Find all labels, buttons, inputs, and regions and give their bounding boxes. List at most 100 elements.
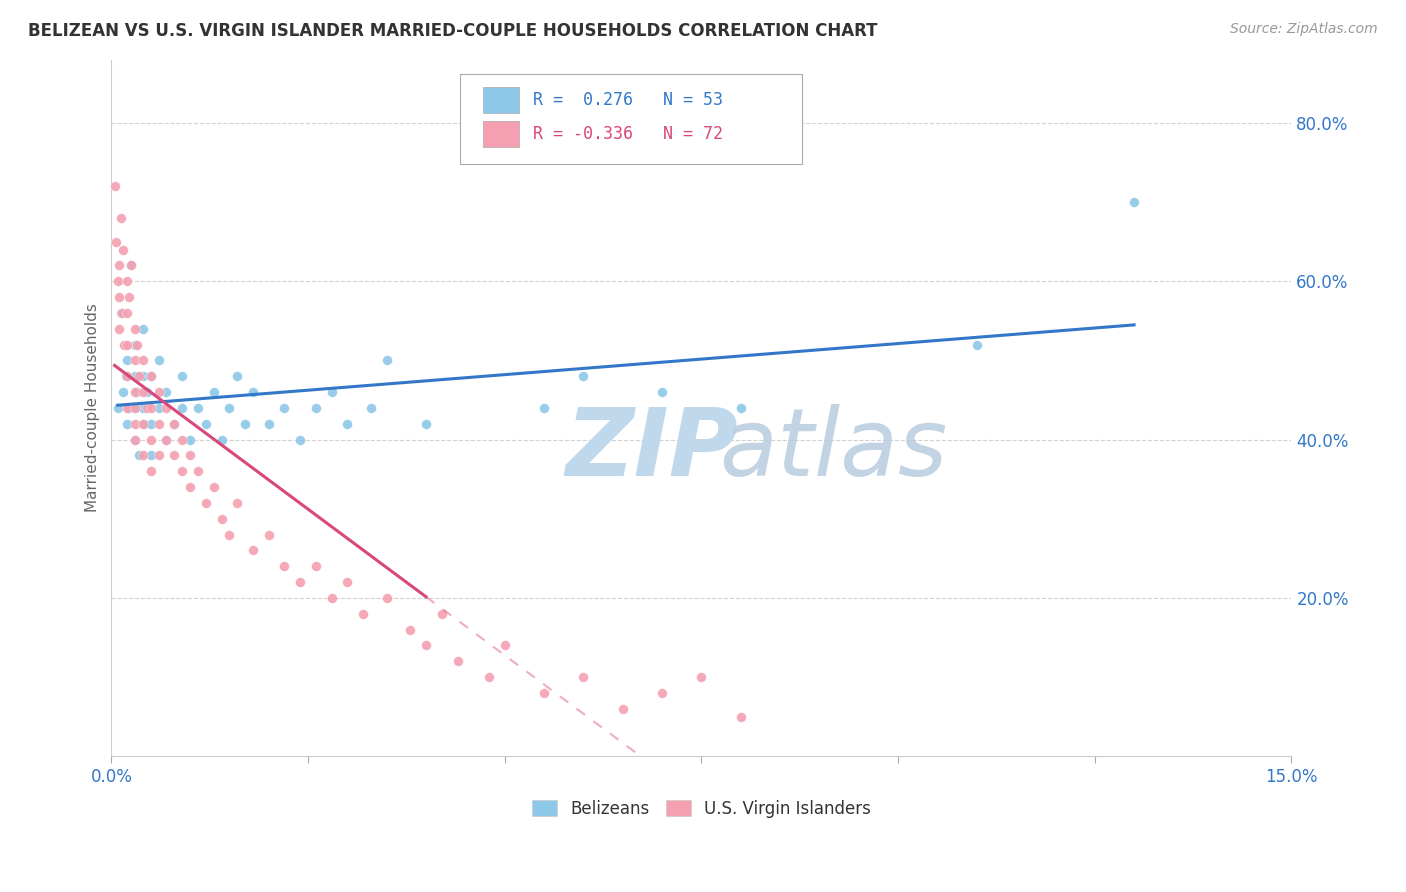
Point (305, 559, 328, 574)
Point (124, 353, 146, 368)
Point (132, 417, 155, 431)
Point (533, 401, 555, 415)
Point (112, 337, 135, 351)
Point (336, 417, 359, 431)
Point (114, 369, 136, 384)
Point (446, 654, 468, 668)
Point (273, 401, 295, 415)
Point (730, 401, 752, 415)
Point (128, 369, 150, 384)
Point (305, 401, 328, 415)
Point (135, 385, 157, 400)
Point (360, 401, 382, 415)
FancyBboxPatch shape (460, 73, 801, 164)
Point (148, 353, 170, 368)
Point (494, 639, 516, 653)
Point (179, 449, 201, 463)
Point (124, 417, 146, 431)
Point (163, 417, 186, 431)
Point (132, 385, 155, 400)
Point (202, 385, 225, 400)
Point (139, 464, 162, 478)
Point (120, 259, 142, 273)
Point (218, 401, 240, 415)
Point (242, 385, 264, 400)
Point (124, 433, 146, 447)
Point (290, 433, 312, 447)
Point (110, 211, 132, 225)
Text: Source: ZipAtlas.com: Source: ZipAtlas.com (1230, 22, 1378, 37)
Point (148, 417, 170, 431)
Point (132, 369, 155, 384)
Point (112, 385, 135, 400)
Point (115, 369, 138, 384)
Point (187, 464, 209, 478)
Point (108, 259, 131, 273)
Point (139, 417, 162, 431)
Point (125, 337, 148, 351)
Point (612, 702, 634, 716)
Point (399, 623, 422, 637)
Point (139, 401, 162, 415)
Point (690, 670, 713, 684)
Point (139, 369, 162, 384)
Point (651, 385, 673, 400)
Point (105, 235, 128, 249)
Point (115, 337, 138, 351)
Point (211, 433, 233, 447)
Point (139, 369, 162, 384)
Text: R = -0.336   N = 72: R = -0.336 N = 72 (533, 125, 723, 143)
Point (132, 449, 155, 463)
Point (148, 401, 170, 415)
Point (111, 306, 134, 320)
Point (108, 290, 131, 304)
Point (572, 369, 595, 384)
Point (115, 401, 138, 415)
Point (352, 607, 374, 621)
Point (194, 496, 217, 510)
Point (430, 607, 453, 621)
Y-axis label: Married-couple Households: Married-couple Households (86, 303, 100, 512)
Point (730, 709, 752, 723)
Point (132, 353, 155, 368)
Point (179, 480, 201, 494)
Point (115, 306, 138, 320)
Point (107, 274, 129, 288)
Point (120, 259, 142, 273)
Point (124, 433, 146, 447)
Point (135, 401, 157, 415)
Text: atlas: atlas (718, 404, 948, 495)
Point (290, 575, 312, 590)
Point (375, 591, 398, 605)
Point (110, 306, 132, 320)
Point (115, 417, 138, 431)
Point (172, 401, 194, 415)
Legend: Belizeans, U.S. Virgin Islanders: Belizeans, U.S. Virgin Islanders (524, 793, 877, 824)
Point (194, 417, 217, 431)
Point (107, 401, 129, 415)
Point (233, 417, 256, 431)
Point (321, 591, 343, 605)
Point (478, 670, 501, 684)
Point (651, 686, 673, 700)
Point (148, 385, 170, 400)
Point (155, 401, 177, 415)
Point (533, 686, 555, 700)
Point (415, 639, 437, 653)
Point (375, 353, 398, 368)
Point (572, 670, 595, 684)
Point (163, 417, 186, 431)
Point (172, 369, 194, 384)
Point (128, 449, 150, 463)
Point (118, 401, 141, 415)
Point (211, 512, 233, 526)
Point (124, 401, 146, 415)
Point (155, 433, 177, 447)
Point (321, 385, 343, 400)
Point (108, 322, 131, 336)
Point (132, 401, 155, 415)
Point (155, 385, 177, 400)
Point (226, 369, 249, 384)
Point (132, 322, 155, 336)
Point (118, 290, 141, 304)
